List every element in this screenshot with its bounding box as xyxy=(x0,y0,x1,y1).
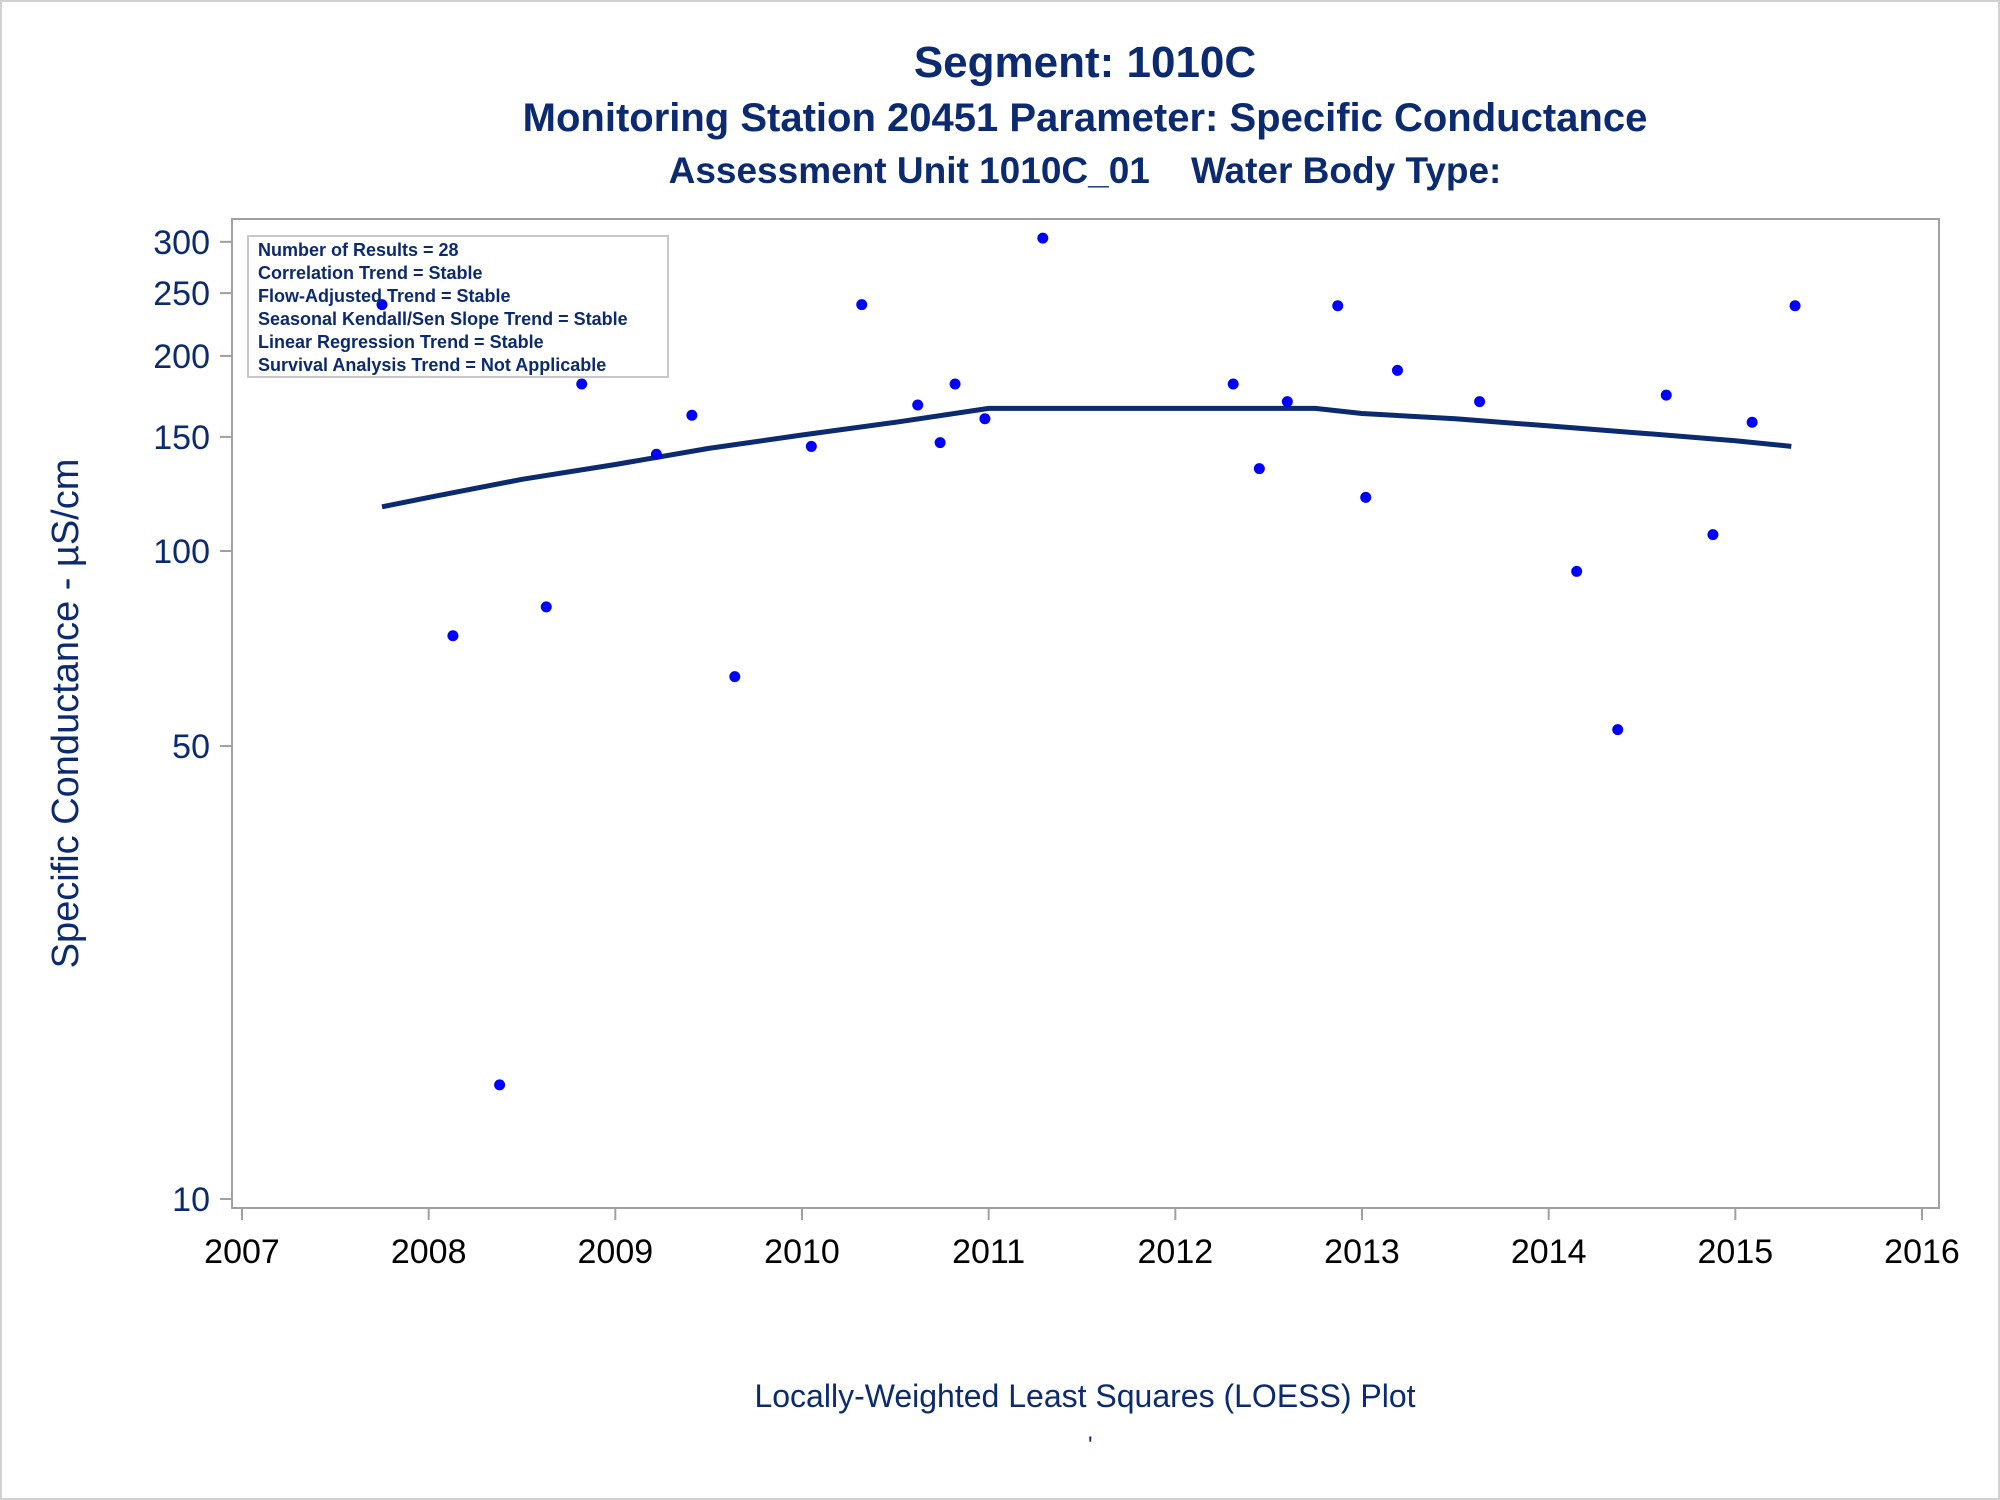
x-tick-label: 2014 xyxy=(1511,1233,1587,1271)
y-axis-label: Specific Conductance - µS/cm xyxy=(45,459,87,969)
chart-title: Segment: 1010C xyxy=(913,38,1257,87)
data-point xyxy=(540,601,552,613)
data-point xyxy=(1746,416,1758,428)
data-point xyxy=(576,378,588,390)
data-point xyxy=(805,440,817,452)
data-point xyxy=(979,413,991,425)
data-point xyxy=(1253,463,1265,475)
data-point xyxy=(1281,396,1293,408)
data-point xyxy=(1391,364,1403,376)
footnote-mark: ' xyxy=(1088,1432,1093,1459)
data-point xyxy=(912,399,924,411)
stats-box: Number of Results = 28 Correlation Trend … xyxy=(247,235,669,378)
data-point xyxy=(1660,389,1672,401)
x-tick-label: 2007 xyxy=(204,1233,280,1271)
data-point xyxy=(949,378,961,390)
x-tick-label: 2015 xyxy=(1698,1233,1774,1271)
chart-subtitle-assessment: Assessment Unit 1010C_01 Water Body Type… xyxy=(668,150,1502,191)
data-point xyxy=(1474,396,1486,408)
x-tick-label: 2009 xyxy=(578,1233,654,1271)
x-tick-label: 2008 xyxy=(391,1233,467,1271)
y-tick-label: 200 xyxy=(153,338,210,376)
data-point xyxy=(650,448,662,460)
data-point xyxy=(1360,491,1372,503)
y-tick-label: 10 xyxy=(172,1181,210,1219)
data-point xyxy=(1332,300,1344,312)
x-tick-label: 2016 xyxy=(1884,1233,1960,1271)
data-point xyxy=(494,1079,506,1091)
data-point xyxy=(447,630,459,642)
y-tick-label: 150 xyxy=(153,419,210,457)
x-tick-label: 2011 xyxy=(952,1233,1025,1271)
x-tick-label: 2012 xyxy=(1138,1233,1214,1271)
data-point xyxy=(1037,232,1049,244)
x-tick-label: 2013 xyxy=(1324,1233,1400,1271)
chart-footnote: Locally-Weighted Least Squares (LOESS) P… xyxy=(754,1378,1416,1414)
y-tick-label: 50 xyxy=(172,728,210,766)
data-point xyxy=(1707,529,1719,541)
stats-box-line: Seasonal Kendall/Sen Slope Trend = Stabl… xyxy=(258,309,628,329)
data-point xyxy=(1571,565,1583,577)
data-point xyxy=(729,671,741,683)
data-point xyxy=(856,299,868,311)
points-layer xyxy=(376,232,1801,1091)
loess-line-layer xyxy=(381,405,1792,510)
loess-line xyxy=(381,405,1792,510)
data-point xyxy=(686,409,698,421)
data-point xyxy=(376,299,388,311)
stats-box-line: Linear Regression Trend = Stable xyxy=(258,332,544,352)
y-tick-label: 300 xyxy=(153,224,210,262)
stats-box-line: Correlation Trend = Stable xyxy=(258,263,483,283)
y-tick-label: 250 xyxy=(153,275,210,313)
data-point xyxy=(1612,724,1624,736)
x-tick-label: 2010 xyxy=(764,1233,840,1271)
stats-box-border xyxy=(247,235,669,378)
stats-box-line: Flow-Adjusted Trend = Stable xyxy=(258,286,511,306)
data-point xyxy=(1789,300,1801,312)
data-point xyxy=(1227,378,1239,390)
plot-area-border xyxy=(231,218,1940,1209)
title-block: Segment: 1010C Monitoring Station 20451 … xyxy=(0,36,2000,196)
y-tick-label: 100 xyxy=(153,533,210,571)
chart-subtitle-station: Monitoring Station 20451 Parameter: Spec… xyxy=(522,96,1648,140)
stats-box-line: Number of Results = 28 xyxy=(258,240,459,260)
data-point xyxy=(934,437,946,449)
stats-box-line: Survival Analysis Trend = Not Applicable xyxy=(258,355,606,375)
axes: 10 50 100 150 200 250 300 2007 2008 2009 2010 2011 2… xyxy=(45,218,1960,1271)
